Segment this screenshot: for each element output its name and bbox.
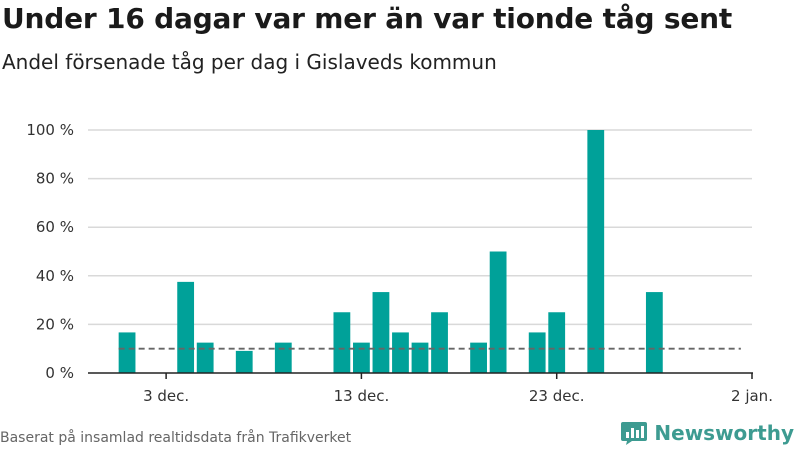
bar — [392, 332, 409, 373]
x-tick-label: 13 dec. — [334, 387, 390, 405]
bar — [177, 281, 195, 373]
bar — [235, 350, 253, 373]
chart-subtitle: Andel försenade tåg per dag i Gislaveds … — [2, 50, 497, 74]
bar — [333, 312, 351, 373]
brand-logo: Newsworthy — [620, 420, 794, 446]
y-tick-label: 20 % — [36, 315, 74, 333]
bar — [470, 342, 487, 373]
bar — [587, 130, 605, 373]
bar — [274, 342, 292, 373]
y-axis-tick-labels: 0 % 20 % 40 % 60 % 80 % 100 % — [26, 121, 74, 382]
bars — [118, 130, 663, 373]
bar — [489, 251, 507, 373]
bar — [372, 292, 390, 373]
y-tick-label: 80 % — [36, 170, 74, 188]
bar — [353, 342, 370, 373]
brand-name: Newsworthy — [654, 421, 794, 445]
bar — [645, 292, 663, 373]
bar — [411, 342, 429, 373]
x-tick-label: 3 dec. — [143, 387, 189, 405]
y-tick-label: 0 % — [45, 364, 74, 382]
x-tick-label: 23 dec. — [529, 387, 585, 405]
grid-lines — [88, 129, 752, 326]
chart-title: Under 16 dagar var mer än var tionde tåg… — [2, 2, 733, 35]
bar — [528, 332, 546, 373]
bar — [196, 342, 214, 373]
x-tick-label: 2 jan. — [731, 387, 773, 405]
x-axis: 3 dec. 13 dec. 23 dec. 2 jan. — [88, 372, 773, 405]
y-tick-label: 100 % — [26, 121, 74, 139]
source-note: Baserat på insamlad realtidsdata från Tr… — [0, 430, 352, 446]
newsworthy-logo-icon — [621, 422, 648, 445]
y-tick-label: 40 % — [36, 267, 74, 285]
bar — [548, 312, 566, 373]
bar — [431, 312, 448, 373]
y-tick-label: 60 % — [36, 218, 74, 236]
bar — [118, 332, 136, 373]
